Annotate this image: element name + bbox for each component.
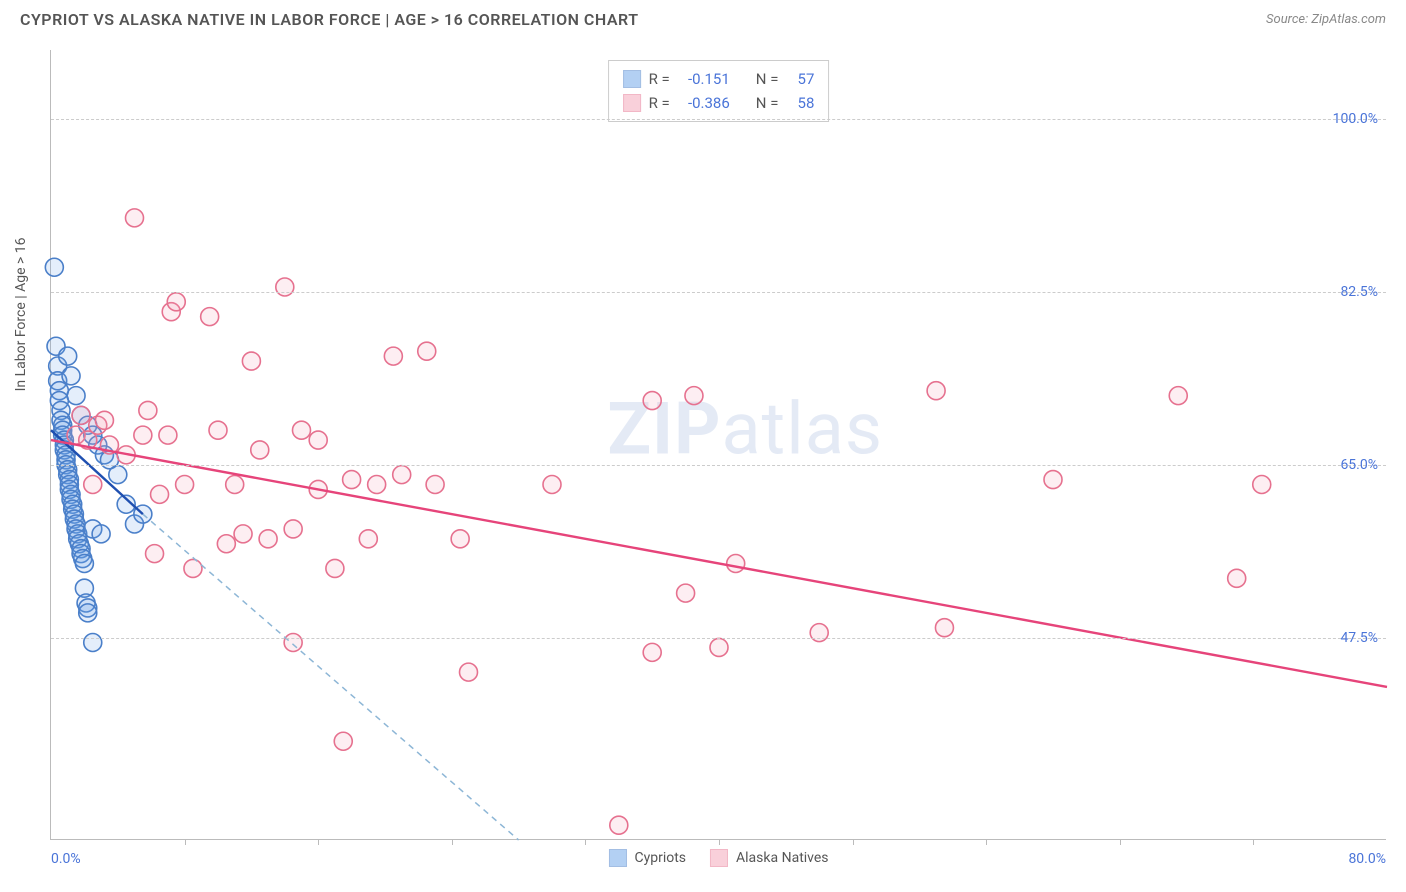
legend-swatch-alaska: [710, 849, 728, 867]
legend-label-cypriots: Cypriots: [634, 850, 686, 866]
chart-source: Source: ZipAtlas.com: [1266, 12, 1386, 27]
stats-legend: R = -0.151 N = 57 R = -0.386 N = 58: [608, 60, 830, 122]
y-tick-label: 65.0%: [1340, 457, 1378, 473]
r-label: R =: [649, 67, 670, 91]
x-axis-max-label: 80.0%: [1348, 851, 1386, 867]
n-value-alaska: 58: [786, 91, 814, 115]
chart-title: CYPRIOT VS ALASKA NATIVE IN LABOR FORCE …: [20, 10, 639, 29]
y-tick-label: 100.0%: [1333, 111, 1378, 127]
y-tick-label: 47.5%: [1340, 630, 1378, 646]
scatter-svg: [51, 50, 1386, 839]
y-tick-label: 82.5%: [1340, 284, 1378, 300]
r-label-2: R =: [649, 91, 670, 115]
bottom-legend: Cypriots Alaska Natives: [608, 849, 828, 867]
swatch-alaska: [623, 94, 641, 112]
legend-item-cypriots: Cypriots: [608, 849, 686, 867]
chart-plot-area: In Labor Force | Age > 16 ZIPatlas R = -…: [50, 50, 1386, 840]
r-value-alaska: -0.386: [678, 91, 730, 115]
n-label: N =: [756, 67, 779, 91]
n-value-cypriots: 57: [786, 67, 814, 91]
legend-item-alaska: Alaska Natives: [710, 849, 829, 867]
legend-label-alaska: Alaska Natives: [736, 850, 829, 866]
r-value-cypriots: -0.151: [678, 67, 730, 91]
swatch-cypriots: [623, 70, 641, 88]
x-axis-min-label: 0.0%: [51, 851, 81, 867]
legend-swatch-cypriots: [608, 849, 626, 867]
y-axis-title: In Labor Force | Age > 16: [13, 237, 29, 391]
stats-row-alaska: R = -0.386 N = 58: [623, 91, 815, 115]
chart-header: CYPRIOT VS ALASKA NATIVE IN LABOR FORCE …: [0, 0, 1406, 35]
n-label-2: N =: [756, 91, 779, 115]
stats-row-cypriots: R = -0.151 N = 57: [623, 67, 815, 91]
